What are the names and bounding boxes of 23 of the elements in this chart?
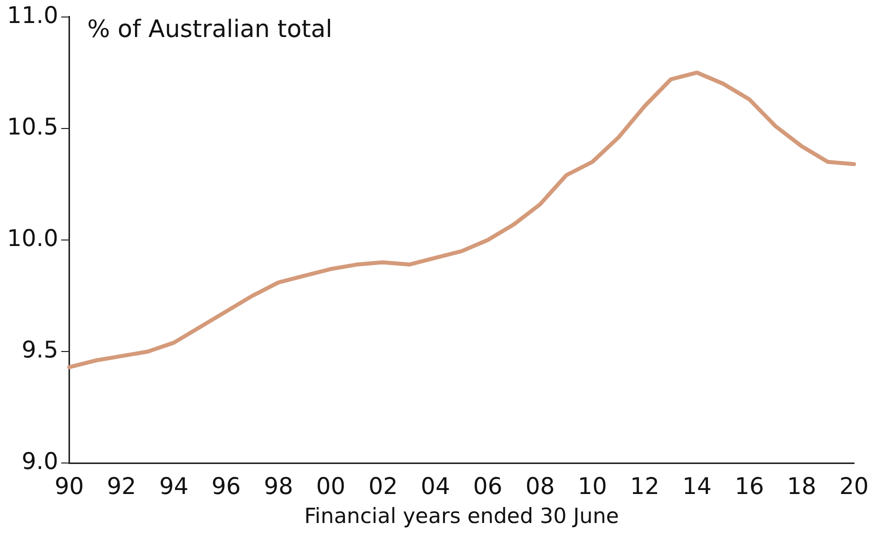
y-tick-label: 11.0 xyxy=(6,2,58,29)
y-tick-label: 10.0 xyxy=(6,226,58,252)
x-tick-label: 00 xyxy=(316,474,346,500)
x-tick-label: 96 xyxy=(212,474,241,500)
x-tick-label: 02 xyxy=(368,474,398,500)
x-tick-label: 16 xyxy=(734,474,764,500)
y-tick-label: 10.5 xyxy=(6,114,58,140)
x-tick-label: 98 xyxy=(264,474,294,500)
x-tick-label: 90 xyxy=(54,474,84,500)
x-tick-label: 94 xyxy=(159,474,188,500)
x-tick-label: 06 xyxy=(473,474,502,500)
annotation: % of Australian total xyxy=(87,15,332,44)
x-axis-title: Financial years ended 30 June xyxy=(304,504,619,528)
x-tick-label: 18 xyxy=(787,474,816,500)
x-tick-label: 14 xyxy=(682,474,712,500)
y-tick-label: 9.0 xyxy=(22,449,58,476)
y-tick-label: 9.5 xyxy=(22,338,58,364)
x-tick-label: 12 xyxy=(630,474,660,500)
x-tick-label: 04 xyxy=(420,474,450,500)
x-tick-label: 08 xyxy=(525,474,555,500)
x-tick-label: 10 xyxy=(578,474,608,500)
x-tick-label: 92 xyxy=(106,474,136,500)
x-tick-label: 20 xyxy=(839,474,869,500)
